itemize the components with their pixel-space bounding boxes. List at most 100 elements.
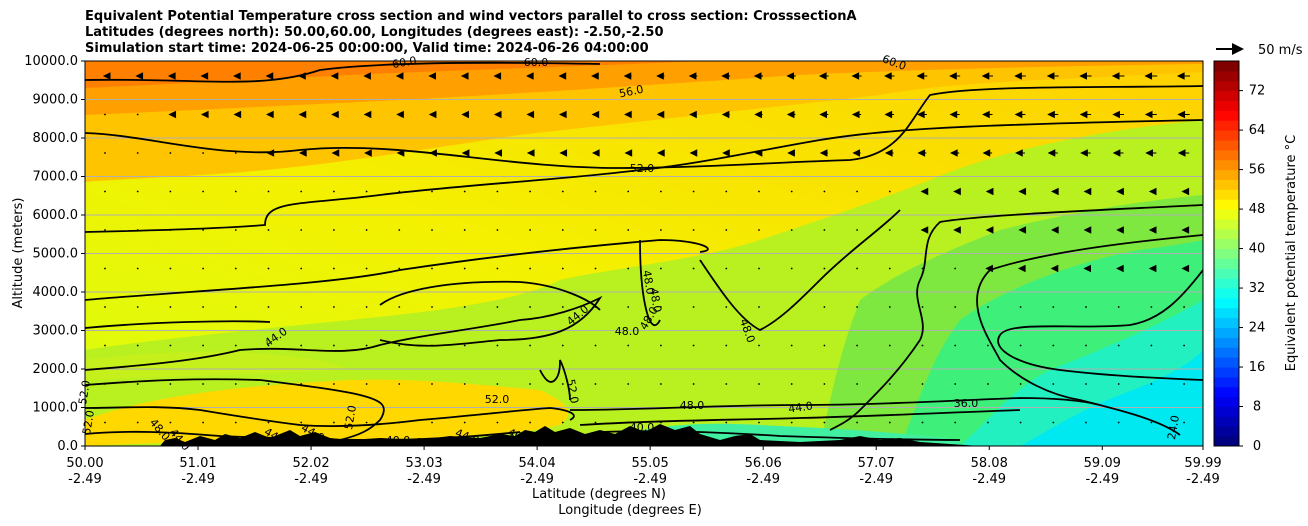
wind-vector bbox=[333, 344, 335, 347]
wind-vector bbox=[689, 149, 698, 157]
wind-vector bbox=[102, 72, 111, 80]
wind-vector bbox=[234, 190, 237, 193]
contour-label: 48.0 bbox=[647, 287, 664, 313]
wind-vector bbox=[1117, 383, 1120, 385]
colorbar-tick-label: 48 bbox=[1249, 202, 1266, 217]
x-axis-label-latitude: Latitude (degrees N) bbox=[532, 487, 666, 502]
wind-vector bbox=[1117, 306, 1120, 308]
wind-vector bbox=[267, 344, 270, 347]
colorbar-tick-label: 8 bbox=[1253, 400, 1261, 415]
wind-vector bbox=[790, 383, 793, 385]
colorbar-band bbox=[1214, 347, 1239, 358]
wind-vector bbox=[496, 267, 499, 270]
colorbar-band bbox=[1214, 426, 1239, 437]
wind-vector bbox=[921, 344, 924, 347]
wind-vector bbox=[1080, 149, 1091, 157]
colorbar-band bbox=[1214, 386, 1239, 398]
wind-vector bbox=[365, 267, 368, 270]
wind-vector bbox=[561, 190, 564, 193]
wind-vector bbox=[954, 267, 957, 270]
wind-vector bbox=[300, 383, 303, 385]
wind-vector bbox=[493, 110, 502, 119]
colorbar-band bbox=[1214, 327, 1239, 338]
wind-vector bbox=[1047, 110, 1059, 119]
wind-vector bbox=[1150, 344, 1153, 347]
colorbar-tick-label: 32 bbox=[1249, 281, 1266, 296]
x-tick-label-lat: 56.06 bbox=[745, 456, 782, 471]
wind-vector bbox=[104, 113, 106, 116]
wind-vector bbox=[1148, 187, 1157, 196]
wind-vector bbox=[266, 110, 274, 119]
x-tick-label-lon: -2.49 bbox=[633, 472, 667, 487]
wind-vector bbox=[168, 110, 177, 119]
wind-vector bbox=[104, 421, 106, 424]
wind-vector bbox=[396, 149, 405, 157]
wind-vector bbox=[104, 344, 106, 347]
wind-vector bbox=[1079, 110, 1092, 119]
y-tick-label: 6000.0 bbox=[33, 208, 79, 223]
wind-vector bbox=[365, 229, 368, 231]
wind-vector bbox=[431, 229, 433, 231]
colorbar-tick-label: 24 bbox=[1249, 321, 1266, 336]
wind-vector bbox=[1116, 264, 1124, 273]
wind-vector bbox=[758, 383, 760, 385]
wind-vector bbox=[463, 344, 466, 347]
wind-vector bbox=[529, 306, 531, 308]
wind-vector bbox=[330, 72, 339, 80]
wind-vector bbox=[169, 267, 172, 270]
wind-vector bbox=[398, 190, 401, 193]
colorbar-band bbox=[1214, 159, 1239, 171]
wind-vector bbox=[692, 421, 695, 424]
wind-vector bbox=[1144, 72, 1158, 80]
wind-vector bbox=[1117, 421, 1120, 424]
wind-vector bbox=[428, 72, 436, 80]
wind-vector bbox=[561, 229, 564, 231]
wind-vector bbox=[987, 306, 989, 308]
wind-vector bbox=[818, 72, 829, 80]
wind-vector bbox=[429, 149, 437, 157]
wind-vector bbox=[987, 383, 989, 385]
wind-vector bbox=[823, 267, 826, 270]
wind-vector bbox=[496, 229, 499, 231]
wind-vector bbox=[300, 344, 303, 347]
wind-vector bbox=[1116, 226, 1124, 234]
colorbar-band bbox=[1214, 169, 1239, 180]
wind-vector bbox=[987, 421, 989, 424]
wind-vector bbox=[819, 149, 828, 157]
wind-vector bbox=[365, 344, 368, 347]
wind-vector bbox=[856, 344, 858, 347]
wind-vector bbox=[754, 149, 763, 157]
wind-vector bbox=[888, 267, 891, 270]
wind-vector bbox=[1116, 187, 1124, 196]
wind-vector bbox=[431, 306, 433, 308]
wind-vector bbox=[627, 306, 630, 308]
wind-vector bbox=[561, 267, 564, 270]
wind-vector bbox=[331, 110, 339, 119]
wind-vector bbox=[363, 110, 372, 119]
wind-vector bbox=[333, 190, 335, 193]
wind-vector bbox=[529, 229, 531, 231]
wind-vector bbox=[591, 110, 600, 119]
colorbar-band bbox=[1214, 100, 1239, 111]
y-tick-label: 8000.0 bbox=[33, 131, 79, 146]
wind-vector bbox=[1018, 187, 1027, 196]
wind-vector bbox=[627, 229, 630, 231]
wind-vector bbox=[396, 110, 404, 119]
wind-vector bbox=[594, 421, 597, 424]
wind-vector bbox=[660, 190, 662, 193]
wind-vector bbox=[954, 421, 957, 424]
quiver-key-label: 50 m/s bbox=[1258, 43, 1303, 58]
wind-vector bbox=[1145, 149, 1157, 157]
wind-vector bbox=[689, 110, 697, 119]
wind-vector bbox=[660, 306, 662, 308]
colorbar-band bbox=[1214, 209, 1239, 220]
x-tick-label-lat: 52.02 bbox=[292, 456, 329, 471]
wind-vector bbox=[692, 344, 695, 347]
x-tick-label-lat: 58.08 bbox=[971, 456, 1008, 471]
x-tick-label-lon: -2.49 bbox=[972, 472, 1006, 487]
wind-vector bbox=[333, 306, 335, 308]
wind-vector bbox=[267, 383, 270, 385]
wind-vector bbox=[790, 344, 793, 347]
wind-vector bbox=[985, 226, 994, 234]
contour-label: 52.0 bbox=[564, 378, 581, 404]
